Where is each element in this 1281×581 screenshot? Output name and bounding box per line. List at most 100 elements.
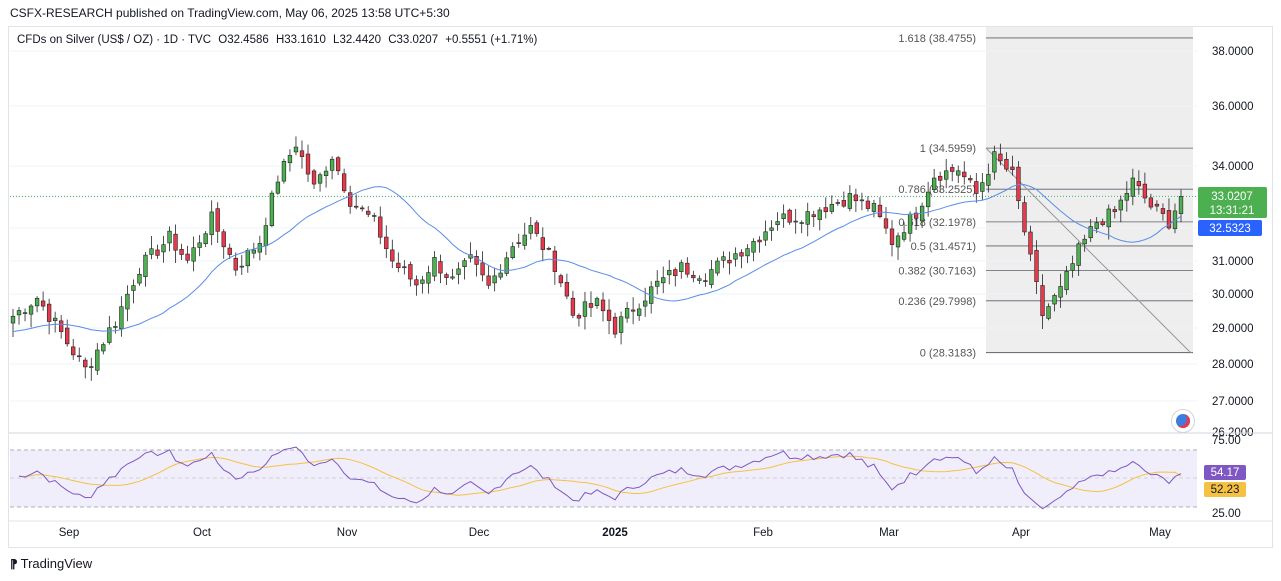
tradingview-logo[interactable]: ⁋ TradingView bbox=[10, 556, 92, 571]
candle bbox=[528, 216, 533, 240]
candle bbox=[534, 220, 539, 237]
candle bbox=[233, 252, 238, 276]
price-tick-label: 38.0000 bbox=[1212, 46, 1254, 58]
candle bbox=[480, 251, 485, 282]
candle bbox=[1076, 241, 1081, 276]
candle bbox=[558, 273, 564, 288]
candle bbox=[889, 220, 895, 257]
candle bbox=[847, 185, 853, 212]
time-tick-label: Oct bbox=[193, 527, 212, 539]
candle bbox=[215, 202, 220, 243]
svg-text:13:31:21: 13:31:21 bbox=[1210, 205, 1255, 217]
candle bbox=[10, 308, 16, 338]
candle bbox=[673, 267, 678, 287]
candle bbox=[317, 172, 323, 192]
ma-price-label: 32.5323 bbox=[1198, 220, 1262, 236]
time-tick-label: Feb bbox=[753, 527, 773, 539]
open-value: O32.4586 bbox=[218, 34, 269, 46]
candle bbox=[372, 212, 377, 222]
candle bbox=[582, 291, 588, 330]
candle bbox=[510, 242, 515, 260]
candle bbox=[721, 251, 726, 268]
candle bbox=[685, 257, 690, 278]
candle bbox=[709, 259, 714, 289]
candle bbox=[938, 171, 943, 192]
candle bbox=[883, 207, 889, 234]
candle bbox=[1118, 195, 1123, 223]
candle bbox=[40, 291, 46, 311]
candle bbox=[546, 246, 552, 251]
candle bbox=[805, 202, 810, 237]
candles bbox=[10, 136, 1184, 381]
candle bbox=[769, 220, 774, 241]
time-tick-label: Sep bbox=[59, 527, 79, 539]
candle bbox=[77, 347, 82, 362]
candle bbox=[287, 149, 293, 172]
candle bbox=[588, 291, 594, 318]
candle bbox=[347, 185, 353, 214]
candle bbox=[1004, 152, 1009, 172]
rsi-ma-value-label: 52.23 bbox=[1204, 482, 1246, 497]
time-axis: Sep Oct Nov Dec 2025 Feb Mar Apr May bbox=[59, 527, 1171, 539]
candle bbox=[1022, 196, 1027, 236]
candle bbox=[125, 285, 130, 322]
candle bbox=[1136, 170, 1142, 195]
candle bbox=[281, 158, 287, 184]
candle bbox=[727, 251, 732, 275]
candle bbox=[1094, 217, 1099, 234]
price-tick-label: 27.0000 bbox=[1212, 396, 1254, 408]
fib-label: 0.236 (29.7998) bbox=[898, 296, 976, 308]
candle bbox=[522, 222, 527, 250]
candle bbox=[456, 262, 461, 285]
candle bbox=[618, 311, 624, 345]
symbol-title: CFDs on Silver (US$ / OZ) · 1D · TVC bbox=[17, 34, 212, 46]
candle bbox=[661, 266, 666, 294]
candle bbox=[432, 251, 437, 282]
candle bbox=[245, 248, 250, 273]
candle bbox=[185, 245, 190, 264]
candle bbox=[227, 243, 232, 259]
candle bbox=[16, 306, 22, 325]
candle bbox=[817, 207, 822, 231]
candle bbox=[1106, 204, 1111, 240]
rsi-tick-label: 75.00 bbox=[1212, 435, 1241, 447]
candle bbox=[191, 236, 196, 272]
candle bbox=[630, 297, 636, 325]
candle bbox=[799, 220, 804, 234]
candle bbox=[606, 299, 612, 335]
candle bbox=[624, 302, 630, 323]
moving-average-line bbox=[12, 184, 1182, 333]
price-tick-label: 29.0000 bbox=[1212, 323, 1254, 335]
svg-text:52.23: 52.23 bbox=[1211, 484, 1240, 496]
candle bbox=[504, 251, 509, 277]
candle bbox=[426, 265, 431, 294]
globe-icon[interactable] bbox=[1171, 409, 1195, 433]
candle bbox=[161, 235, 166, 263]
candle bbox=[311, 169, 317, 189]
candle bbox=[1088, 219, 1093, 243]
svg-text:33.0207: 33.0207 bbox=[1211, 191, 1253, 203]
candle bbox=[131, 279, 136, 304]
rsi-axis: 75.00 25.00 bbox=[1212, 435, 1241, 520]
fib-label: 0 (28.3183) bbox=[920, 348, 976, 360]
candle bbox=[293, 136, 299, 156]
price-axis: 38.000036.000034.000033.000032.000031.00… bbox=[1212, 46, 1254, 439]
candle bbox=[462, 258, 467, 280]
candle bbox=[775, 212, 780, 231]
candle bbox=[841, 191, 847, 208]
candle bbox=[444, 272, 449, 286]
candle bbox=[28, 304, 34, 328]
candle bbox=[1130, 168, 1136, 206]
price-tick-label: 34.0000 bbox=[1212, 161, 1254, 173]
time-tick-label: Nov bbox=[337, 527, 358, 539]
candle bbox=[667, 260, 672, 285]
candle bbox=[787, 208, 792, 225]
candle bbox=[793, 208, 798, 234]
price-tick-label: 28.0000 bbox=[1212, 359, 1254, 371]
candle bbox=[980, 173, 985, 201]
change-value: +0.5551 (+1.71%) bbox=[445, 34, 538, 46]
candle bbox=[65, 319, 70, 347]
candle bbox=[655, 270, 660, 295]
candle bbox=[871, 199, 877, 218]
